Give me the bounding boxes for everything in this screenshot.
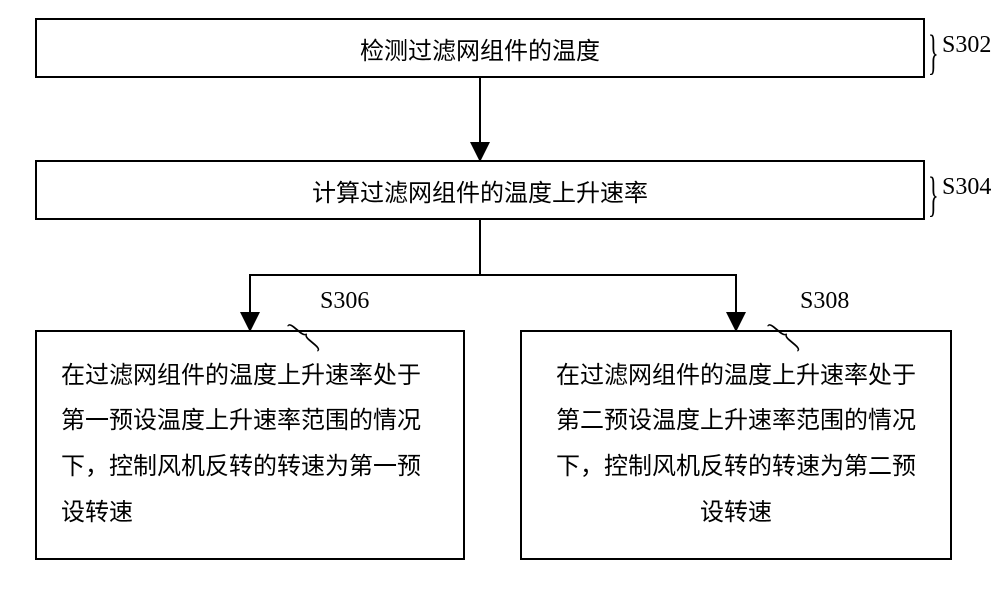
flow-node-s308: 在过滤网组件的温度上升速率处于第二预设温度上升速率范围的情况下，控制风机反转的转… (520, 330, 952, 560)
flow-node-s306: 在过滤网组件的温度上升速率处于第一预设温度上升速率范围的情况下，控制风机反转的转… (35, 330, 465, 560)
node-text: 计算过滤网组件的温度上升速率 (312, 173, 648, 208)
step-label-s306: S306 (320, 288, 369, 315)
node-text: 在过滤网组件的温度上升速率处于第二预设温度上升速率范围的情况下，控制风机反转的转… (546, 354, 926, 536)
flowchart-canvas: 检测过滤网组件的温度 } S302 计算过滤网组件的温度上升速率 } S304 … (0, 0, 1000, 596)
edge-s304-s308 (480, 220, 736, 328)
node-text: 在过滤网组件的温度上升速率处于第一预设温度上升速率范围的情况下，控制风机反转的转… (61, 354, 439, 536)
brace-s304: } (928, 166, 939, 223)
node-text: 检测过滤网组件的温度 (360, 31, 600, 66)
step-label-s304: S304 (942, 174, 991, 201)
flow-node-s302: 检测过滤网组件的温度 (35, 18, 925, 78)
brace-s302: } (928, 24, 939, 81)
step-label-s302: S302 (942, 32, 991, 59)
step-label-s308: S308 (800, 288, 849, 315)
flow-node-s304: 计算过滤网组件的温度上升速率 (35, 160, 925, 220)
